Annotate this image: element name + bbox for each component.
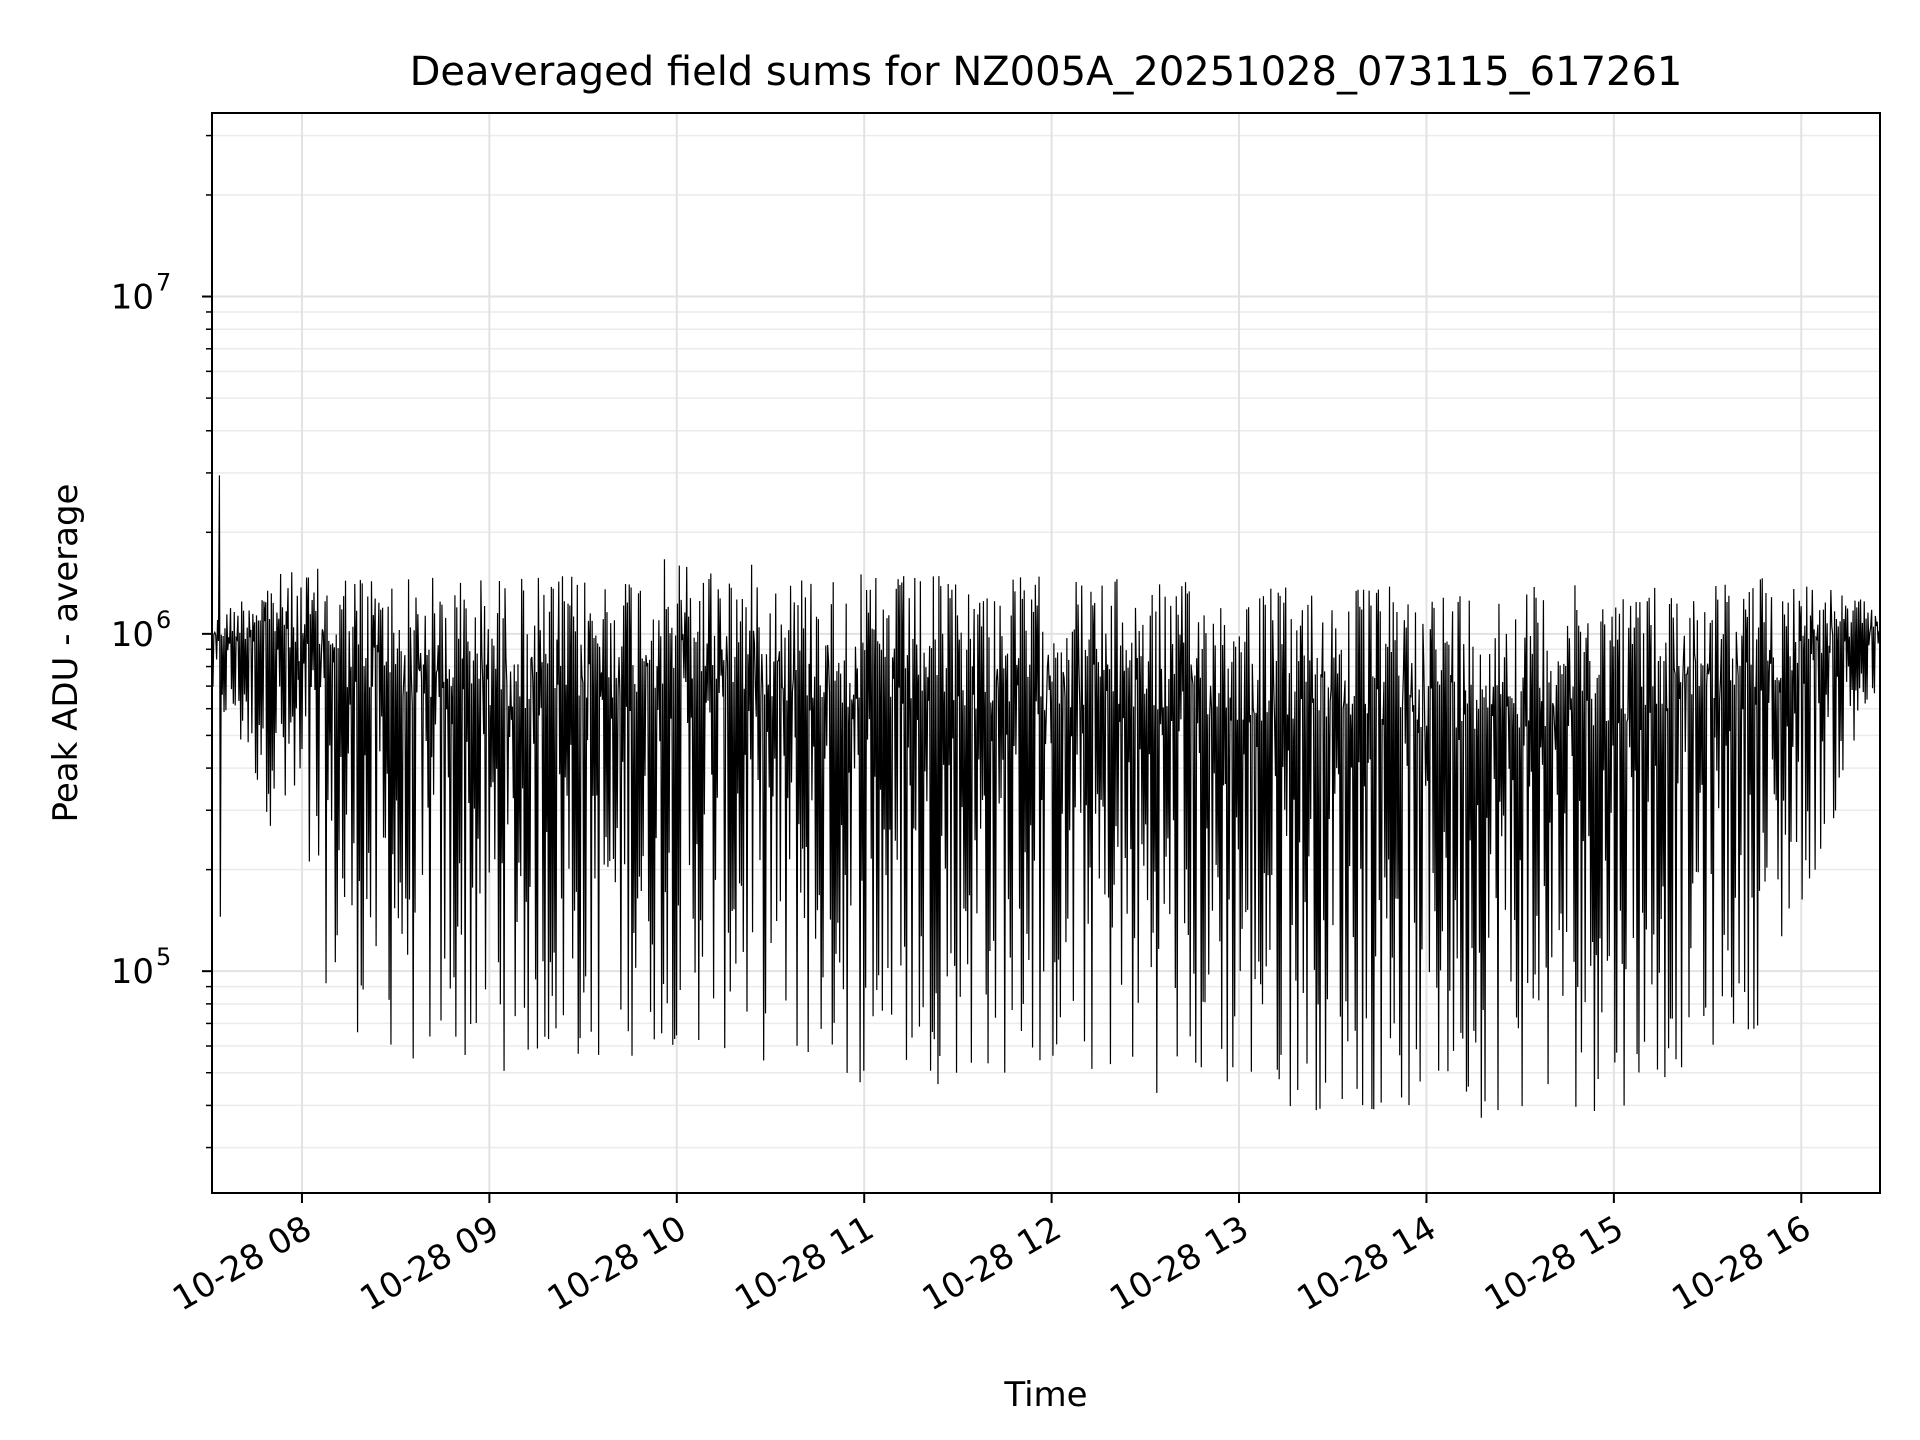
plot-frame	[211, 112, 1881, 1194]
y-tick-label: 10	[111, 278, 154, 318]
data-series	[211, 475, 1881, 1118]
series-line	[211, 475, 1881, 1118]
y-tick-label-exponent: 7	[156, 269, 171, 297]
y-tick-label: 10	[111, 952, 154, 992]
y-tick-label: 10	[111, 615, 154, 655]
y-axis-label: Peak ADU - average	[46, 484, 86, 823]
y-tick-label-exponent: 6	[156, 606, 171, 634]
y-tick-label-exponent: 5	[156, 943, 171, 971]
x-axis-label: Time	[1003, 1375, 1087, 1415]
chart-title: Deaveraged field sums for NZ005A_2025102…	[410, 49, 1683, 95]
